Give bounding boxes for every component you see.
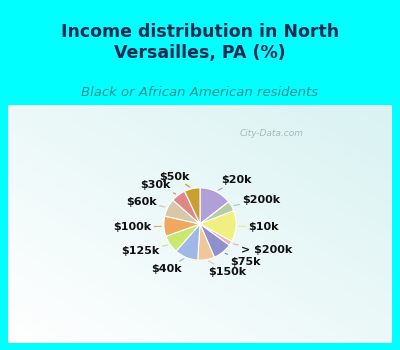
- Text: $30k: $30k: [140, 180, 176, 194]
- Text: $40k: $40k: [151, 259, 184, 274]
- Wedge shape: [198, 224, 214, 260]
- Text: > $200k: > $200k: [233, 244, 292, 255]
- Wedge shape: [173, 191, 200, 224]
- Text: City-Data.com: City-Data.com: [240, 129, 304, 138]
- Text: $75k: $75k: [225, 253, 261, 267]
- Text: $60k: $60k: [126, 197, 165, 207]
- Wedge shape: [200, 224, 229, 257]
- Wedge shape: [200, 211, 236, 241]
- Wedge shape: [166, 224, 200, 251]
- Text: Black or African American residents: Black or African American residents: [82, 86, 318, 99]
- Text: $125k: $125k: [122, 245, 167, 256]
- Text: $20k: $20k: [218, 175, 252, 190]
- Wedge shape: [200, 202, 234, 224]
- Wedge shape: [200, 188, 228, 224]
- Text: $100k: $100k: [114, 222, 161, 232]
- Text: $10k: $10k: [239, 222, 279, 232]
- Text: $50k: $50k: [159, 172, 190, 187]
- Text: $150k: $150k: [208, 261, 246, 277]
- Wedge shape: [184, 188, 200, 224]
- Wedge shape: [165, 200, 200, 224]
- Wedge shape: [200, 224, 232, 245]
- Text: Income distribution in North
Versailles, PA (%): Income distribution in North Versailles,…: [61, 23, 339, 62]
- Wedge shape: [164, 216, 200, 236]
- Text: $200k: $200k: [234, 195, 280, 205]
- Wedge shape: [176, 224, 200, 260]
